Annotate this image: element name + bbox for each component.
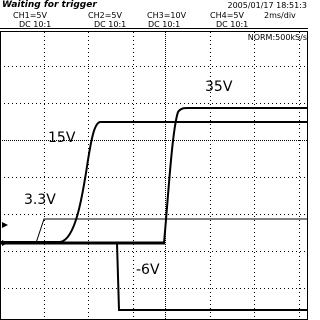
channel-coupling: DC 10:1	[94, 20, 126, 29]
channel-coupling: DC 10:1	[19, 20, 51, 29]
voltage-annotation: 3.3V	[24, 192, 56, 208]
voltage-annotation: 15V	[48, 130, 75, 146]
channel-scale: CH2=5V	[88, 11, 122, 20]
acquisition-mode: NORM:500kS/s	[248, 33, 307, 42]
channel-scale: CH3=10V	[147, 11, 186, 20]
channel-scale: CH1=5V	[13, 11, 47, 20]
voltage-annotation: -6V	[136, 262, 160, 278]
channel-scale: CH4=5V	[210, 11, 244, 20]
datetime: 2005/01/17 18:51:3	[228, 1, 308, 10]
oscilloscope-screen: Waiting for trigger 2005/01/17 18:51:3 C…	[0, 0, 308, 320]
timebase: 2ms/div	[264, 11, 296, 20]
voltage-annotation: 35V	[205, 79, 232, 95]
channel-coupling: DC 10:1	[148, 20, 180, 29]
status-message: Waiting for trigger	[2, 1, 97, 10]
channel-coupling: DC 10:1	[216, 20, 248, 29]
